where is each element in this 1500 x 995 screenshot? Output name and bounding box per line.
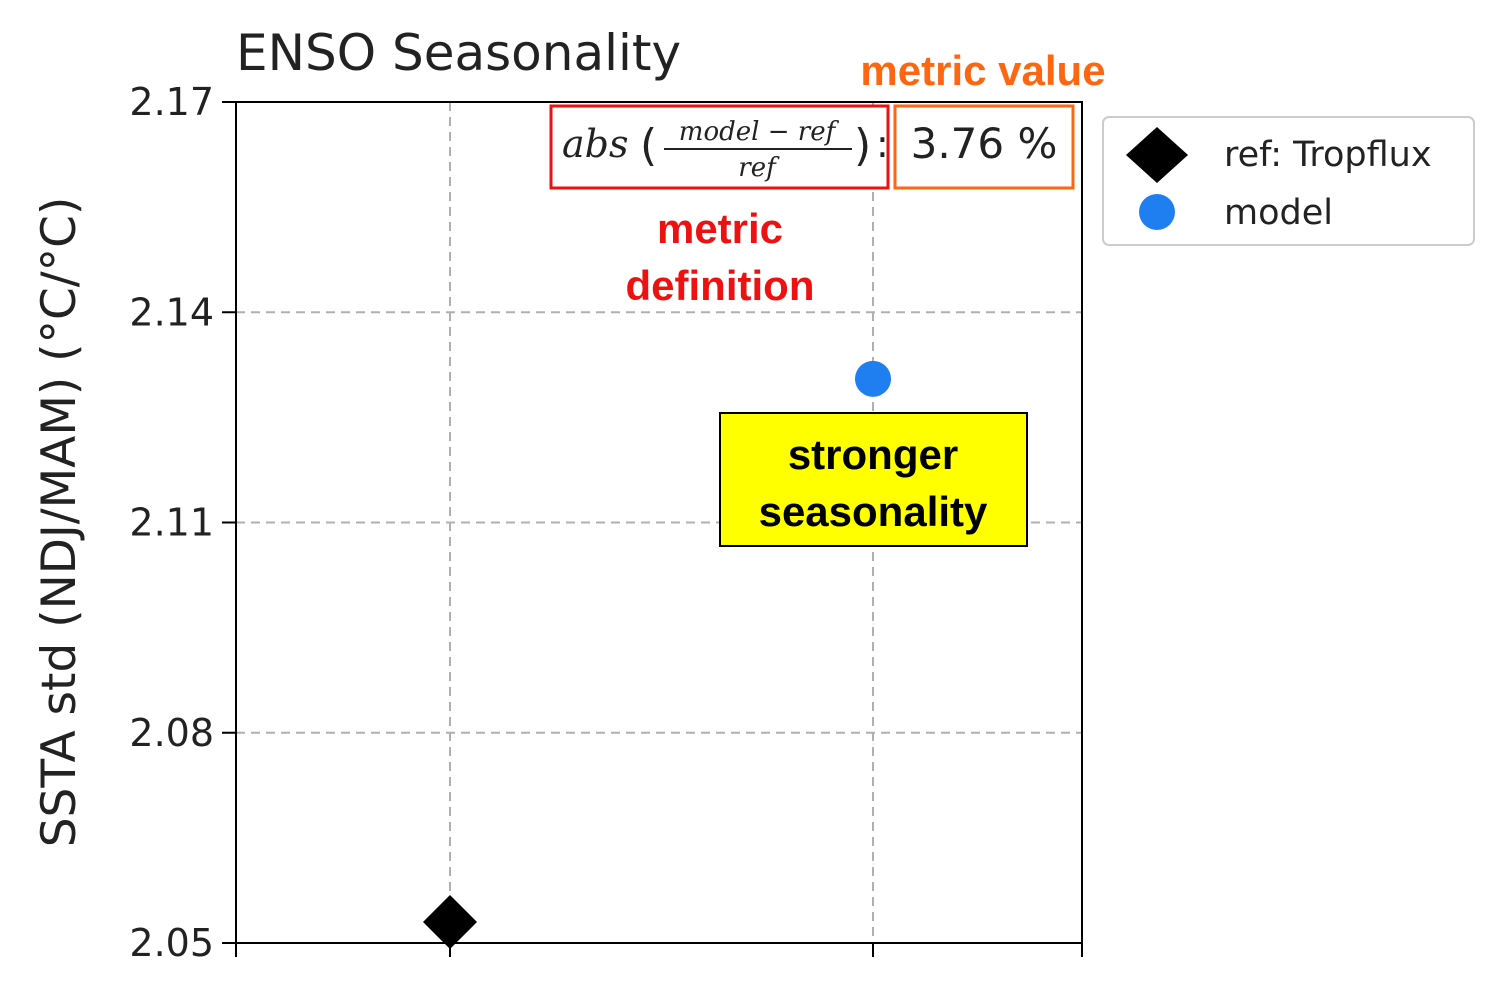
metric-definition-annotation-line1: metric (657, 205, 783, 252)
y-tick-label: 2.05 (129, 921, 214, 965)
seasonality-callout: stronger seasonality (719, 412, 1028, 547)
metric-value: 3.76 % (911, 119, 1058, 168)
metric-close-paren: ) (854, 120, 871, 171)
point-model (855, 360, 891, 397)
legend-label-model: model (1224, 193, 1333, 233)
y-axis-label: SSTA std (NDJ/MAM) (°C/°C) (32, 197, 87, 848)
y-ticks: 2.05 2.08 2.11 2.14 2.17 (129, 80, 236, 965)
metric-numerator: model − ref (679, 117, 840, 147)
metric-value-box (893, 104, 1075, 190)
metric-open-paren: ( (640, 120, 657, 171)
metric-denominator: ref (738, 153, 780, 183)
legend-label-ref: ref: Tropflux (1224, 135, 1432, 175)
metric-colon: : (876, 122, 889, 166)
legend-marker-ref (1126, 127, 1188, 183)
point-ref (423, 894, 477, 949)
y-tick-label: 2.11 (129, 501, 214, 545)
metric-value-annotation: metric value (860, 47, 1105, 94)
y-tick-label: 2.17 (129, 80, 214, 124)
seasonality-callout-box (719, 412, 1028, 547)
metric-definition-annotation-line2: definition (626, 262, 815, 309)
data-points (423, 360, 891, 949)
metric-abs-prefix: abs (562, 122, 628, 166)
chart-title: ENSO Seasonality (236, 24, 681, 82)
y-tick-label: 2.14 (129, 290, 214, 334)
legend-box (1102, 116, 1475, 246)
legend: ref: Tropflux model (1102, 116, 1475, 246)
legend-marker-model (1139, 194, 1175, 230)
y-tick-label: 2.08 (129, 711, 214, 755)
seasonality-callout-line2: seasonality (759, 488, 988, 535)
metric-value-group: 3.76 % (893, 104, 1075, 190)
metric-definition-box (549, 104, 890, 190)
x-ticks (235, 943, 1083, 957)
seasonality-callout-line1: stronger (788, 431, 958, 478)
metric-definition-formula: abs ( model − ref ref ) : (549, 104, 890, 190)
